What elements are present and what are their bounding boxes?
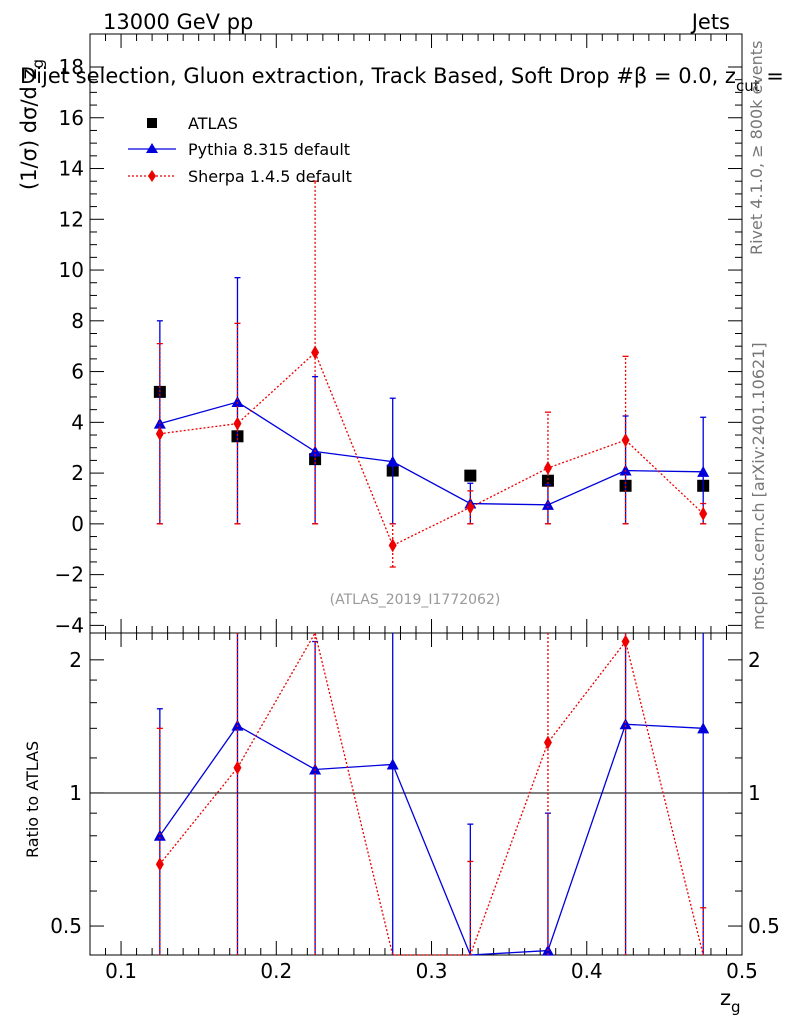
main-pythia-point bbox=[231, 396, 244, 408]
legend-sherpa-marker bbox=[148, 170, 156, 182]
main-y-title: (1/σ) dσ/d zg bbox=[17, 59, 47, 190]
plot-title-main: Dijet selection, Gluon extraction, Track… bbox=[20, 64, 736, 88]
ratio-y-tick-label-right: 1 bbox=[748, 781, 761, 805]
plot-title-tail: = bbox=[760, 64, 784, 88]
main-sherpa-point bbox=[466, 500, 475, 515]
ratio-sherpa-point bbox=[155, 857, 164, 872]
legend-sherpa-label: Sherpa 1.4.5 default bbox=[188, 167, 352, 186]
ratio-y-tick-label: 2 bbox=[69, 648, 82, 672]
ratio-y-tick-label: 0.5 bbox=[50, 914, 82, 938]
legend-pythia-marker bbox=[146, 143, 158, 153]
main-y-tick-label: −2 bbox=[55, 563, 84, 587]
main-sherpa-point bbox=[699, 506, 708, 521]
main-pythia-point bbox=[386, 455, 399, 467]
ratio-series-group bbox=[153, 631, 710, 956]
main-y-tick-label: 12 bbox=[59, 207, 84, 231]
main-atlas-point bbox=[541, 474, 554, 487]
x-tick-label: 0.4 bbox=[571, 959, 603, 983]
ratio-y-title: Ratio to ATLAS bbox=[23, 741, 42, 858]
ratio-y-tick-label-right: 2 bbox=[748, 648, 761, 672]
ratio-sherpa-point bbox=[233, 760, 242, 775]
x-title: zg bbox=[720, 986, 741, 1016]
main-sherpa-point bbox=[543, 461, 552, 476]
main-sherpa-point bbox=[155, 426, 164, 441]
main-sherpa-point bbox=[233, 416, 242, 431]
main-y-axis: −4 −2 0 2 4 6 8 10 12 14 16 18 bbox=[55, 55, 742, 637]
legend-atlas-label: ATLAS bbox=[188, 114, 238, 133]
ratio-pythia-point bbox=[386, 758, 399, 770]
main-pythia-line bbox=[159, 401, 704, 506]
main-y-tick-label: −4 bbox=[55, 613, 84, 637]
energy-label: 13000 GeV pp bbox=[103, 10, 253, 34]
ratio-pythia-point bbox=[153, 829, 166, 841]
ratio-sherpa-point bbox=[621, 634, 630, 649]
ratio-pythia-point bbox=[619, 718, 632, 730]
main-sherpa-point bbox=[311, 345, 320, 360]
ratio-panel-frame bbox=[89, 632, 743, 956]
main-y-tick-label: 0 bbox=[71, 512, 84, 536]
process-label: Jets bbox=[690, 10, 730, 34]
main-pythia-point bbox=[697, 465, 710, 477]
main-sherpa-point bbox=[388, 538, 397, 553]
analysis-tag: (ATLAS_2019_I1772062) bbox=[330, 592, 501, 608]
main-pythia-point bbox=[541, 498, 554, 510]
main-sherpa-line bbox=[159, 351, 704, 547]
x-title-sub: g bbox=[731, 998, 741, 1016]
main-y-tick-label: 16 bbox=[59, 106, 84, 130]
main-y-tick-label: 2 bbox=[71, 461, 84, 485]
ratio-pythia-line bbox=[159, 723, 704, 956]
legend-atlas-marker bbox=[147, 118, 157, 128]
ratio-y-tick-label: 1 bbox=[69, 781, 82, 805]
x-tick-label: 0.1 bbox=[105, 959, 137, 983]
main-y-tick-label: 8 bbox=[71, 309, 84, 333]
main-y-tick-label: 14 bbox=[59, 157, 84, 181]
x-tick-label: 0.5 bbox=[726, 959, 758, 983]
main-y-title-sub: g bbox=[29, 59, 47, 69]
legend: ATLAS Pythia 8.315 default Sherpa 1.4.5 … bbox=[128, 114, 352, 186]
x-title-text: z bbox=[720, 986, 731, 1010]
main-y-tick-label: 10 bbox=[59, 258, 84, 282]
ratio-y-axis: 0.5 0.5 1 1 2 2 bbox=[50, 648, 780, 938]
main-y-tick-label: 6 bbox=[71, 360, 84, 384]
ratio-sherpa-point bbox=[543, 735, 552, 750]
ratio-sherpa-line bbox=[159, 631, 704, 956]
main-sherpa-point bbox=[621, 433, 630, 448]
ratio-pythia-point bbox=[309, 763, 322, 775]
ratio-pythia-point bbox=[697, 722, 710, 734]
x-axis: 0.1 0.2 0.3 0.4 0.5 bbox=[105, 34, 758, 983]
main-atlas-point bbox=[464, 469, 477, 482]
ratio-y-tick-label-right: 0.5 bbox=[748, 914, 780, 938]
x-tick-label: 0.2 bbox=[260, 959, 292, 983]
x-tick-label: 0.3 bbox=[416, 959, 448, 983]
main-y-tick-label: 18 bbox=[59, 55, 84, 79]
main-series-group bbox=[153, 180, 710, 568]
legend-pythia-label: Pythia 8.315 default bbox=[188, 140, 350, 159]
plot-title: Dijet selection, Gluon extraction, Track… bbox=[20, 64, 784, 95]
rivet-version-label: Rivet 4.1.0, ≥ 800k events bbox=[747, 41, 766, 255]
mcplots-label: mcplots.cern.ch [arXiv:2401.10621] bbox=[749, 342, 768, 630]
main-y-title-text: (1/σ) dσ/d z bbox=[17, 68, 41, 190]
main-y-tick-label: 4 bbox=[71, 410, 84, 434]
